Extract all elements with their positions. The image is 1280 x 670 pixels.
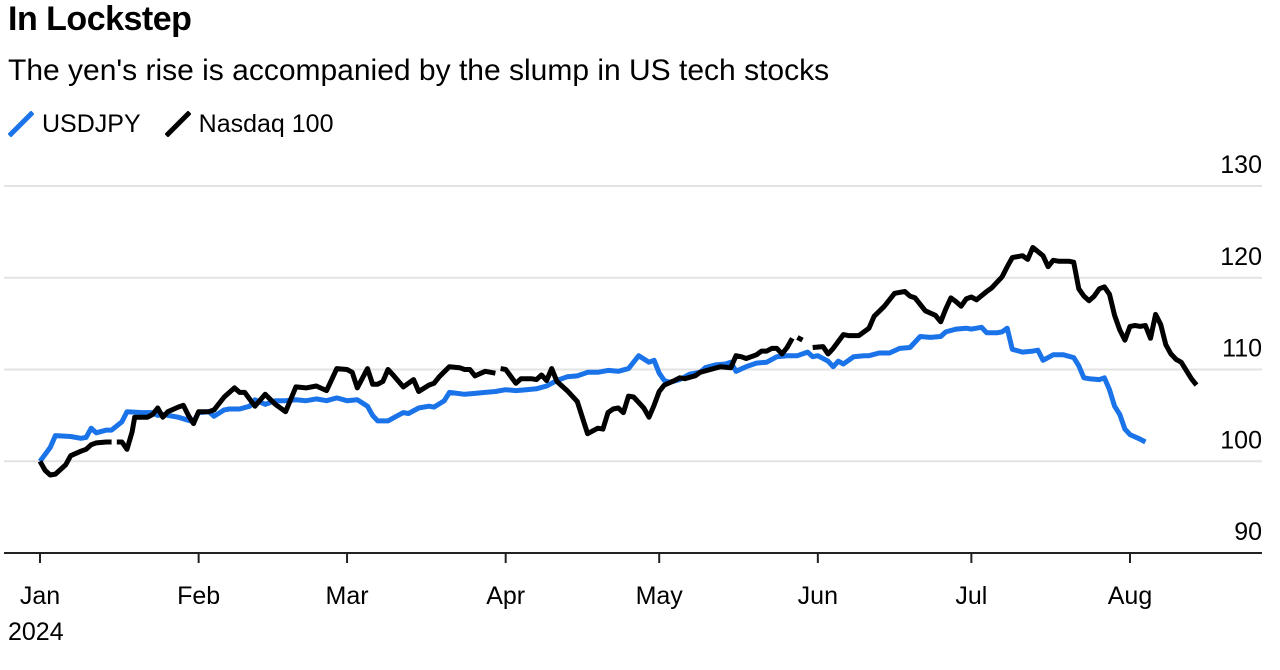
y-axis-labels: 90 100 110 120 130 bbox=[1220, 151, 1262, 546]
chart-title: In Lockstep bbox=[8, 0, 192, 38]
series-line-nasdaq-100-segment-2 bbox=[500, 337, 795, 437]
legend-item-usdjpy: USDJPY bbox=[8, 110, 141, 139]
chart-subtitle: The yen's rise is accompanied by the slu… bbox=[8, 54, 830, 87]
legend-label-usdjpy: USDJPY bbox=[42, 109, 141, 138]
x-tick-label-mar: Mar bbox=[326, 582, 369, 610]
y-tick-label-90: 90 bbox=[1234, 518, 1262, 546]
legend: USDJPY Nasdaq 100 bbox=[8, 108, 357, 140]
x-year-label: 2024 bbox=[8, 618, 64, 646]
legend-label-nasdaq: Nasdaq 100 bbox=[198, 109, 334, 138]
y-tick-label-120: 120 bbox=[1220, 243, 1262, 271]
x-axis bbox=[4, 552, 1262, 563]
series-line-nasdaq-100-segment-0 bbox=[37, 439, 112, 478]
x-tick-label-feb: Feb bbox=[177, 582, 220, 610]
x-tick-label-aug: Aug bbox=[1108, 582, 1152, 610]
series-line-nasdaq-100-segment-3 bbox=[796, 335, 804, 343]
x-tick-label-jul: Jul bbox=[955, 582, 987, 610]
x-axis-labels: Jan Feb Mar Apr May Jun Jul Aug 2024 bbox=[8, 582, 1152, 646]
series-line-usdjpy-segment-0 bbox=[37, 324, 1147, 463]
legend-swatch-usdjpy bbox=[8, 111, 34, 137]
y-tick-label-100: 100 bbox=[1220, 426, 1262, 454]
legend-item-nasdaq: Nasdaq 100 bbox=[164, 109, 334, 139]
y-tick-label-110: 110 bbox=[1222, 335, 1262, 363]
x-tick-label-may: May bbox=[636, 582, 684, 610]
x-tick-label-apr: Apr bbox=[486, 582, 525, 610]
series-lines bbox=[37, 245, 1199, 478]
gridlines bbox=[4, 185, 1262, 463]
series-line-nasdaq-100-segment-1 bbox=[116, 364, 496, 452]
y-tick-label-130: 130 bbox=[1220, 151, 1262, 179]
series-line-nasdaq-100-segment-4 bbox=[812, 245, 1199, 387]
x-tick-label-jun: Jun bbox=[798, 582, 838, 610]
x-tick-label-jan: Jan bbox=[20, 582, 60, 610]
legend-swatch-nasdaq bbox=[164, 111, 191, 137]
